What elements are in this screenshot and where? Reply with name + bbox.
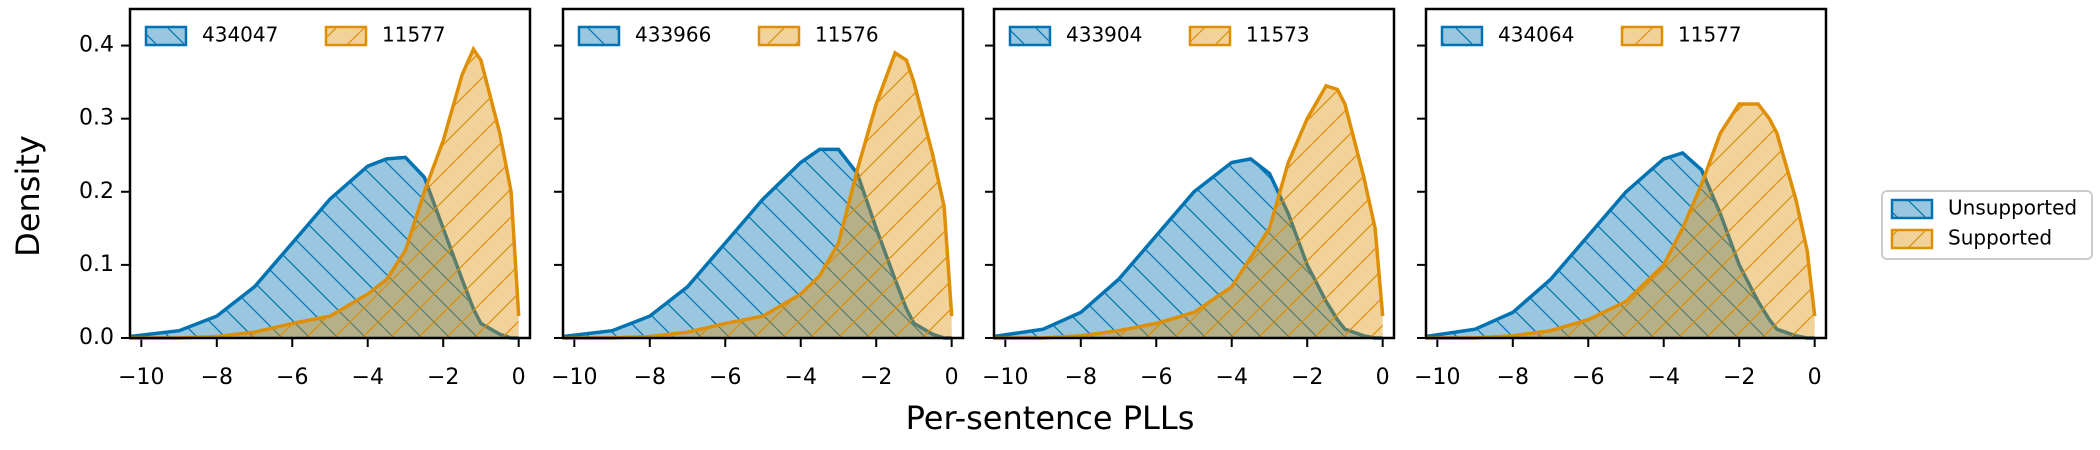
x-tick-label: −10 [551,365,597,390]
legend-hatch [1622,27,1662,45]
y-tick-label: 0.3 [79,106,114,131]
legend-label: Supported [1948,226,2052,250]
density-line [994,83,1385,340]
x-tick-label: −6 [1572,365,1604,390]
legend-hatch [1892,200,1932,218]
hatch [130,49,519,338]
x-tick-label: −6 [276,365,308,390]
x-tick-label: −2 [427,365,459,390]
y-tick-label: 0.4 [79,33,114,58]
legend-label: 11576 [815,23,879,47]
legend-label: Unsupported [1948,196,2077,220]
x-tick-label: −10 [1414,365,1460,390]
x-tick-label: 0 [1376,365,1390,390]
x-tick-label: −8 [1065,365,1097,390]
x-tick-label: −2 [1723,365,1755,390]
x-tick-label: −8 [1497,365,1529,390]
legend-label: 11573 [1246,23,1310,47]
legend-label: 433966 [635,23,711,47]
density-line [563,50,954,340]
density-line [130,45,521,340]
x-tick-label: −2 [1291,365,1323,390]
legend-hatch [1442,27,1482,45]
y-tick-label: 0.2 [79,179,114,204]
x-tick-label: −10 [118,365,164,390]
x-tick-label: 0 [945,365,959,390]
x-tick-label: −10 [982,365,1028,390]
y-axis-label: Density [9,135,47,257]
legend-hatch [326,27,366,45]
density-line [1426,102,1817,340]
legend-label: 433904 [1066,23,1142,47]
x-tick-label: −4 [352,365,384,390]
y-tick-label: 0.0 [79,325,114,350]
x-tick-label: −4 [785,365,817,390]
x-tick-label: −6 [1140,365,1172,390]
legend-hatch [759,27,799,45]
x-tick-label: −8 [634,365,666,390]
plot-frame [1424,7,1828,340]
hatch [994,85,1383,338]
hatch [563,52,952,339]
legend-hatch [146,27,186,45]
plot-frame [561,7,965,340]
x-tick-label: −6 [709,365,741,390]
x-tick-label: 0 [1808,365,1822,390]
plot-frame [128,7,532,340]
legend-label: 11577 [382,23,446,47]
legend-hatch [1190,27,1230,45]
x-tick-label: 0 [512,365,526,390]
x-tick-label: −8 [201,365,233,390]
x-tick-label: −2 [860,365,892,390]
hatch [1426,104,1815,338]
x-tick-label: −4 [1216,365,1248,390]
plot-frame [992,7,1396,340]
y-tick-label: 0.1 [79,252,114,277]
legend-label: 11577 [1678,23,1742,47]
legend-label: 434047 [202,23,278,47]
legend-hatch [1892,230,1932,248]
legend-box [1881,190,2093,260]
legend-label: 434064 [1498,23,1574,47]
x-axis-label: Per-sentence PLLs [906,399,1195,437]
legend-hatch [579,27,619,45]
legend-hatch [1010,27,1050,45]
x-tick-label: −4 [1648,365,1680,390]
